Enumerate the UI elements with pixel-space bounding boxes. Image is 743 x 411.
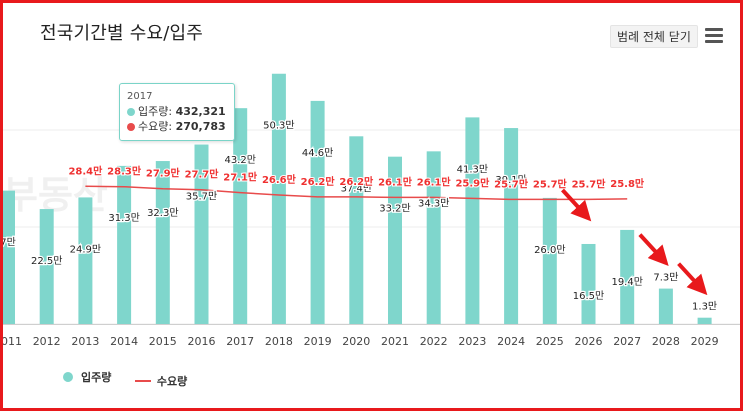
bar-label-2020: 37.4만 [341,182,372,194]
bar-2019-supply [310,100,325,325]
bar-2022-supply [426,151,441,324]
bar-label-2027: 19.4만 [611,276,642,288]
legend-supply-label: 입주량 [81,371,112,384]
demand-legend-icon [134,380,151,382]
legend: 입주량 수요량 [63,369,207,389]
bar-2029-supply [697,317,712,324]
demand-label-2023: 25.9만 [455,176,490,189]
demand-label-2019: 26.2만 [301,175,336,188]
bar-label-2026: 16.5만 [573,290,604,302]
x-tick-label-2026: 2026 [575,335,603,348]
red-arrow-icon-2029 [677,262,708,296]
demand-label-2013: 28.4만 [68,164,103,177]
legend-demand-label: 수요량 [156,375,188,388]
x-tick-label-2015: 2015 [149,335,177,348]
bar-2025-supply [542,197,557,324]
bar-2028-supply [658,288,673,324]
red-arrow-icon-2026 [561,188,592,222]
legend-close-all-button[interactable]: 범례 전체 닫기 [610,25,698,48]
red-arrow-icon-2028 [638,233,669,266]
demand-dot-icon [127,123,135,131]
bar-label-2022: 34.3만 [418,197,449,209]
x-tick-label-2022: 2022 [420,335,448,348]
bar-2018-supply [271,73,286,325]
bar-2021-supply [388,156,402,324]
demand-label-2014: 28.3만 [107,165,142,178]
bar-2015-supply [155,161,170,324]
bar-label-2029: 1.3만 [692,301,717,313]
x-tick-label-2019: 2019 [304,335,332,348]
x-tick-label-2027: 2027 [613,335,641,348]
chart-canvas: 부동산2011201220132014201520162017201820192… [3,73,740,348]
legend-item-supply[interactable]: 입주량 [63,369,111,385]
bar-2017-supply [233,108,248,324]
demand-label-2024: 25.7만 [494,177,529,190]
demand-label-2017: 27.1만 [223,171,258,184]
bar-2020-supply [349,136,364,324]
bar-label-2016: 35.7만 [186,191,217,203]
bar-label-2023: 41.3만 [457,163,488,175]
bar-2013-supply [78,197,93,324]
x-tick-label-2028: 2028 [652,335,680,348]
bar-2014-supply [117,165,132,324]
tooltip-supply-value: 432,321 [175,105,226,118]
tooltip: 2017 입주량: 432,321 수요량: 270,783 [119,83,235,141]
tooltip-year: 2017 [127,91,153,102]
x-tick-label-2018: 2018 [265,335,293,348]
x-tick-label-2029: 2029 [691,335,719,348]
bar-label-2011: 7만 [3,237,16,249]
bar-label-2012: 22.5만 [31,255,62,267]
bar-label-2018: 50.3만 [263,120,294,132]
chart-title: 전국기간별 수요/입주 [40,23,204,44]
demand-label-2025: 25.7만 [533,177,568,190]
supply-dot-icon [127,108,135,116]
supply-legend-icon [63,372,73,382]
x-tick-label-2017: 2017 [226,335,254,348]
legend-item-demand[interactable]: 수요량 [134,373,188,389]
bar-2023-supply [465,117,480,324]
bar-label-2013: 24.9만 [70,243,101,255]
tooltip-supply-row: 입주량: 432,321 [127,104,227,119]
bar-label-2019: 44.6만 [302,147,333,159]
x-tick-label-2024: 2024 [497,335,525,348]
x-tick-label-2013: 2013 [71,335,99,348]
x-tick-label-2014: 2014 [110,335,138,348]
bar-label-2017: 43.2만 [224,154,255,166]
x-tick-label-2016: 2016 [188,335,216,348]
demand-label-2016: 27.7만 [185,168,220,181]
demand-label-2015: 27.9만 [146,167,181,180]
demand-label-2022: 26.1만 [417,175,452,188]
demand-line [85,185,628,201]
demand-label-2020: 26.2만 [339,175,374,188]
x-tick-label-2021: 2021 [381,335,409,348]
bar-label-2025: 26.0만 [534,244,565,256]
hamburger-menu-icon[interactable] [705,28,723,43]
bar-2011-supply [3,190,15,324]
x-tick-label-2011: 2011 [3,335,22,348]
demand-label-2027: 25.8만 [610,177,645,190]
demand-label-2026: 25.7만 [572,177,607,190]
bar-2026-supply [581,243,596,324]
x-tick-label-2012: 2012 [33,335,61,348]
bar-2027-supply [620,229,635,324]
bar-label-2024: 39.1만 [495,174,526,186]
bar-label-2028: 7.3만 [653,272,678,284]
tooltip-demand-value: 270,783 [175,120,226,133]
demand-label-2018: 26.6만 [262,173,297,186]
bar-label-2021: 33.2만 [379,203,410,215]
x-tick-label-2023: 2023 [458,335,486,348]
tooltip-demand-row: 수요량: 270,783 [127,119,227,134]
bar-label-2014: 31.3만 [108,212,139,224]
bar-2024-supply [504,128,519,324]
demand-label-2021: 26.1만 [378,175,413,188]
bar-2012-supply [39,209,54,324]
x-tick-label-2025: 2025 [536,335,564,348]
tooltip-supply-label: 입주량: [138,105,173,118]
bar-label-2015: 32.3만 [147,207,178,219]
x-tick-label-2020: 2020 [342,335,370,348]
tooltip-demand-label: 수요량: [138,120,173,133]
